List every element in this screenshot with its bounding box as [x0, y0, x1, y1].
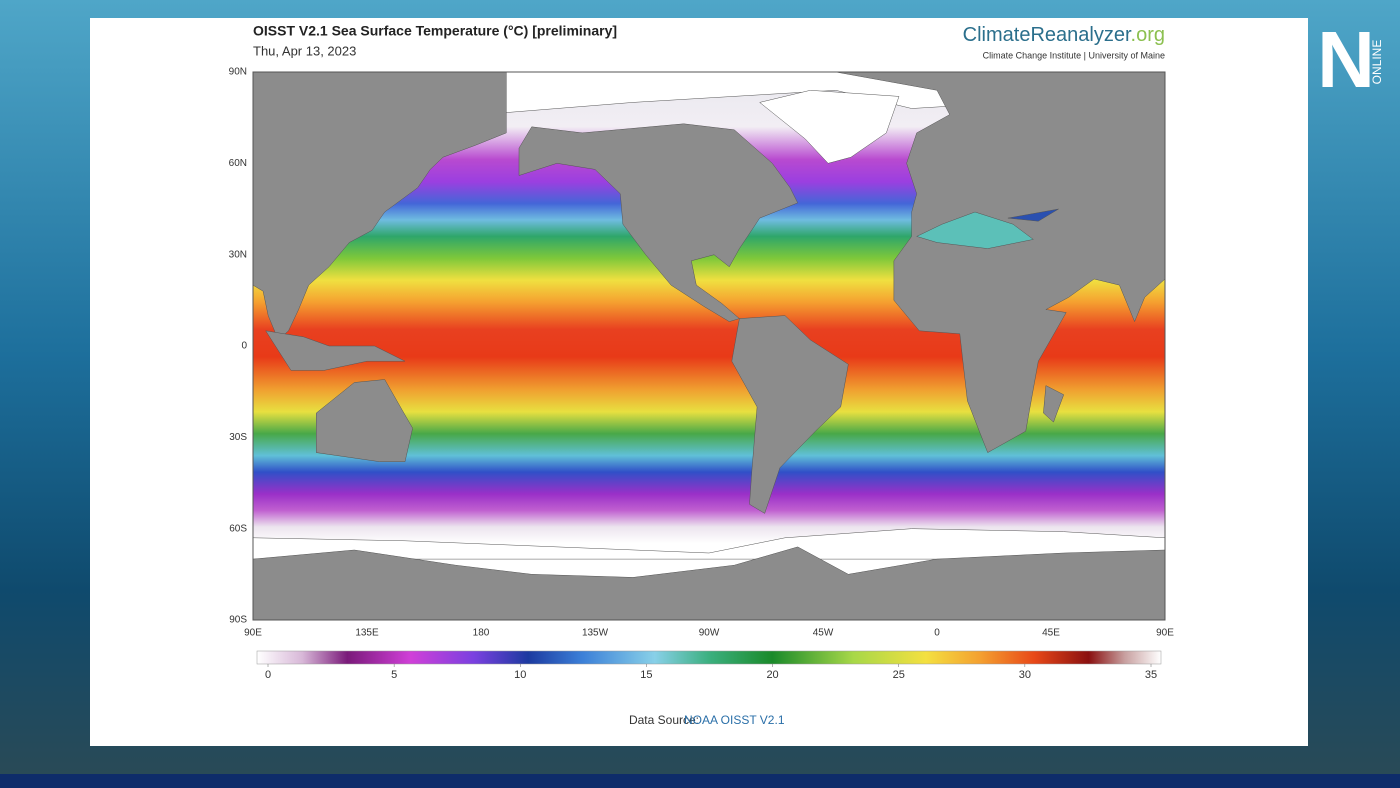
greenland [759, 90, 900, 164]
colorbar-tick-label: 35 [1145, 669, 1157, 681]
affiliation: Climate Change Institute | University of… [983, 50, 1165, 60]
lon-label: 90E [244, 628, 262, 639]
bottom-band [0, 774, 1400, 788]
australia [316, 379, 413, 462]
lat-label: 60S [229, 523, 247, 534]
mediterranean [916, 211, 1034, 249]
logo-text: ONLINE [1370, 40, 1384, 85]
lon-label: 0 [934, 628, 940, 639]
source: NOAA OISST V2.1 [684, 713, 785, 727]
colorbar-tick-label: 10 [514, 669, 526, 681]
asia-east [252, 71, 507, 341]
lon-label: 90E [1156, 628, 1174, 639]
lat-label: 0 [241, 341, 247, 352]
source-label: Data Source: [629, 713, 699, 727]
lon-label: 45E [1042, 628, 1060, 639]
madagascar [1043, 385, 1065, 423]
south-america [731, 315, 849, 514]
brand-suffix: .org [1131, 24, 1165, 46]
lon-label: 90W [699, 628, 720, 639]
eurafrasia [759, 71, 1166, 453]
map-frame [252, 71, 1166, 621]
black-sea [1007, 208, 1059, 222]
lat-label: 30N [229, 249, 247, 260]
brand-name: ClimateReanalyzer [963, 24, 1132, 46]
colorbar-tick-label: 25 [893, 669, 905, 681]
title: OISST V2.1 Sea Surface Temperature (°C) … [253, 23, 617, 39]
lon-label: 45W [813, 628, 834, 639]
date: Thu, Apr 13, 2023 [253, 43, 356, 58]
colorbar [256, 650, 1162, 665]
colorbar-tick-label: 5 [391, 669, 397, 681]
colorbar-tick-label: 20 [766, 669, 778, 681]
map [252, 71, 1166, 621]
lat-label: 90S [229, 615, 247, 626]
colorbar-tick-label: 0 [265, 669, 271, 681]
lat-label: 30S [229, 432, 247, 443]
colorbar-tick-label: 30 [1019, 669, 1031, 681]
indonesia [265, 330, 406, 371]
north-america [518, 123, 799, 322]
lon-label: 135W [582, 628, 609, 639]
lat-label: 60N [229, 158, 247, 169]
lon-label: 135E [355, 628, 379, 639]
antarctic-ice [252, 528, 1166, 560]
lon-label: 180 [473, 628, 490, 639]
brand: ClimateReanalyzer.org [963, 24, 1165, 46]
colorbar-tick-label: 15 [640, 669, 652, 681]
lat-label: 90N [229, 67, 247, 78]
logo-letter: N [1317, 15, 1375, 104]
